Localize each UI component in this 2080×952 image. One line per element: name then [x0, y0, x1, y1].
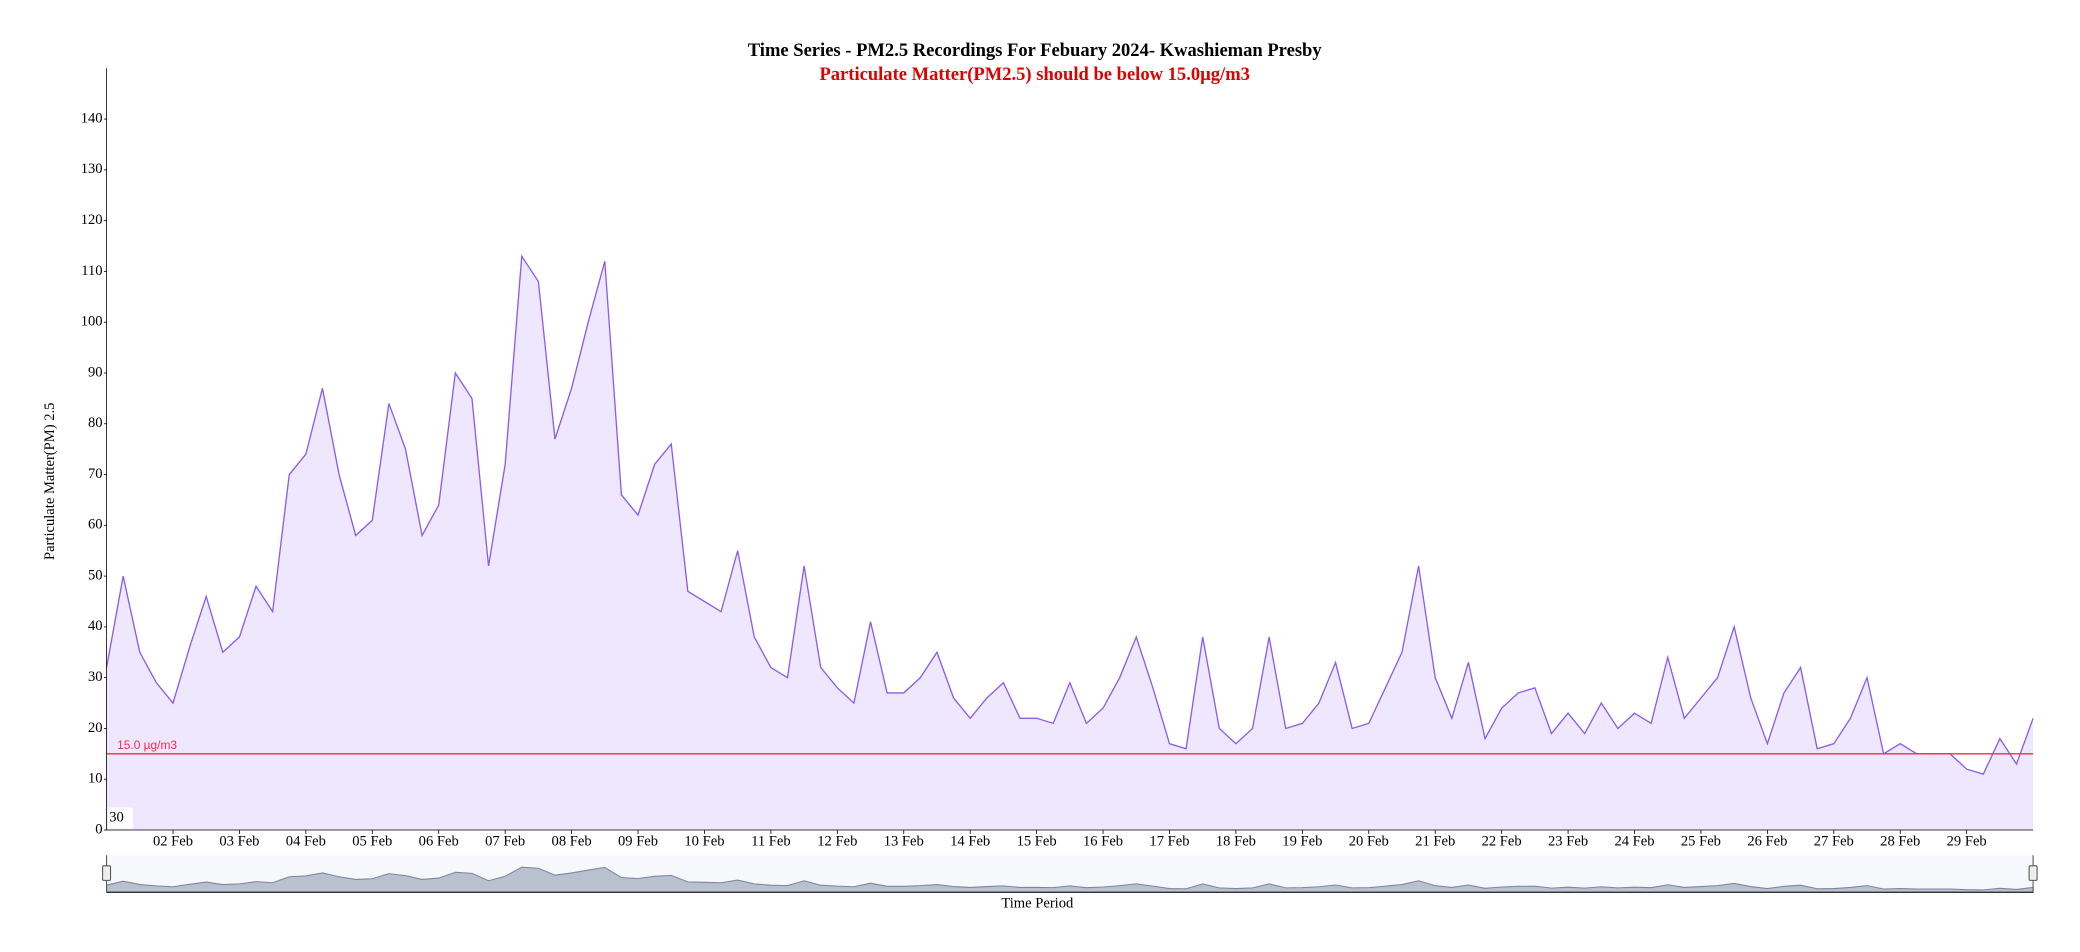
- x-tick-label: 10 Feb: [684, 833, 724, 849]
- line: [105, 254, 2034, 775]
- y-tick-label: 40: [88, 618, 103, 634]
- y-tick-label: 0: [95, 821, 102, 837]
- x-tick-label: 11 Feb: [751, 833, 791, 849]
- y-tick-label: 130: [81, 161, 103, 177]
- x-tick-label: 22 Feb: [1482, 833, 1522, 849]
- x-tick-label: 12 Feb: [817, 833, 857, 849]
- x-tick-label: 21 Feb: [1415, 833, 1455, 849]
- navigator-handle[interactable]: [102, 865, 112, 881]
- x-tick-label: 27 Feb: [1814, 833, 1854, 849]
- x-tick-label: 26 Feb: [1747, 833, 1787, 849]
- y-tick-label: 10: [88, 771, 103, 787]
- chart-subtitle: Particulate Matter(PM2.5) should be belo…: [819, 64, 1250, 85]
- x-tick-label: 18 Feb: [1216, 833, 1256, 849]
- x-tick-label: 24 Feb: [1614, 833, 1654, 849]
- corner-box: [107, 807, 134, 829]
- navigator-handle[interactable]: [2028, 865, 2038, 881]
- x-tick-label: 09 Feb: [618, 833, 658, 849]
- x-tick-label: 08 Feb: [552, 833, 592, 849]
- y-tick-label: 60: [88, 517, 103, 533]
- x-tick-label: 16 Feb: [1083, 833, 1123, 849]
- x-tick-label: 17 Feb: [1149, 833, 1189, 849]
- x-tick-label: 14 Feb: [950, 833, 990, 849]
- navigator-area: [106, 866, 2034, 893]
- corner-label: 30: [109, 809, 124, 825]
- x-tick-label: 20 Feb: [1349, 833, 1389, 849]
- x-tick-label: 29 Feb: [1947, 833, 1987, 849]
- y-tick-label: 50: [88, 567, 103, 583]
- x-tick-label: 25 Feb: [1681, 833, 1721, 849]
- x-axis-label: Time Period: [1001, 896, 1074, 912]
- x-tick-label: 28 Feb: [1880, 833, 1920, 849]
- x-tick-label: 13 Feb: [884, 833, 924, 849]
- y-tick-label: 120: [81, 212, 103, 228]
- y-axis-label: Particulate Matter(PM) 2.5: [42, 403, 58, 560]
- x-tick-label: 02 Feb: [153, 833, 193, 849]
- y-tick-label: 140: [81, 110, 103, 126]
- x-tick-label: 06 Feb: [419, 833, 459, 849]
- chart-title: Time Series - PM2.5 Recordings For Febua…: [748, 40, 1323, 61]
- area-fill: [106, 256, 2034, 831]
- y-tick-label: 110: [81, 263, 102, 279]
- y-tick-label: 80: [88, 415, 103, 431]
- x-tick-label: 03 Feb: [219, 833, 259, 849]
- x-tick-label: 23 Feb: [1548, 833, 1588, 849]
- y-tick-label: 90: [88, 364, 103, 380]
- x-tick-label: 07 Feb: [485, 833, 525, 849]
- x-tick-label: 05 Feb: [352, 833, 392, 849]
- axes: [106, 68, 2034, 831]
- x-tick-label: 15 Feb: [1017, 833, 1057, 849]
- x-tick-label: 04 Feb: [286, 833, 326, 849]
- threshold-label: 15.0 µg/m3: [117, 738, 177, 752]
- y-tick-label: 20: [88, 720, 103, 736]
- y-tick-label: 30: [88, 669, 103, 685]
- y-tick-label: 70: [88, 466, 103, 482]
- x-tick-label: 19 Feb: [1282, 833, 1322, 849]
- y-tick-label: 100: [81, 314, 103, 330]
